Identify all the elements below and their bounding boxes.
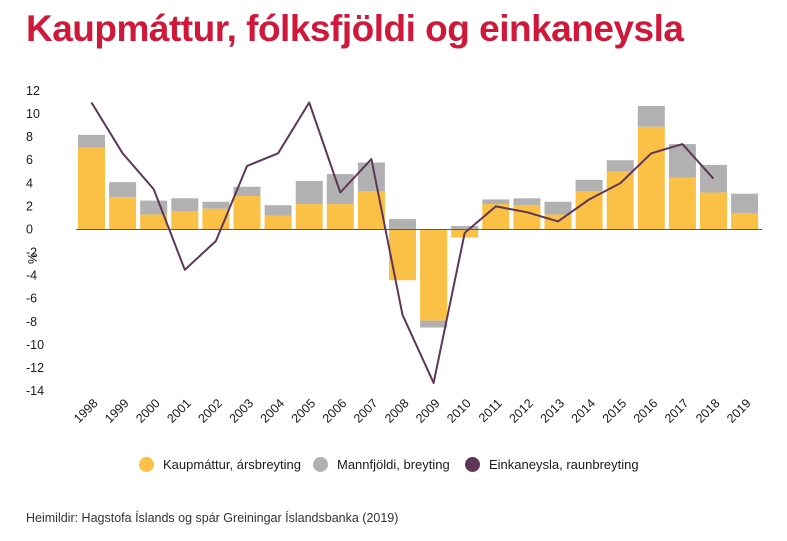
bar-kaupmattur-2015 [606,171,634,230]
bar-kaupmattur-2000 [140,214,168,230]
bar-kaupmattur-2001 [171,211,199,230]
y-tick-label: -12 [26,361,44,375]
legend-item-mannfjoldi: Mannfjöldi, breyting [313,457,450,472]
x-tick-label: 2013 [538,396,568,426]
x-tick-label: 2012 [506,396,536,426]
bar-kaupmattur-2009 [420,229,448,321]
bar-kaupmattur-2005 [295,204,323,230]
bar-mannfjoldi-2012 [513,198,541,206]
x-tick-label: 2001 [164,396,194,426]
bar-mannfjoldi-2010 [451,226,479,230]
bars-layer [78,106,759,328]
x-tick-label: 2000 [133,396,163,426]
legend-swatch-kaupmattur-icon [139,457,154,472]
y-axis-label: % [26,253,40,264]
bar-mannfjoldi-2019 [731,193,759,214]
x-tick-label: 2002 [195,396,225,426]
legend-item-kaupmattur: Kaupmáttur, ársbreyting [139,457,301,472]
bar-mannfjoldi-2013 [544,201,572,215]
bar-mannfjoldi-2014 [575,179,603,192]
y-tick-label: -6 [26,292,37,306]
bar-mannfjoldi-2017 [668,144,696,178]
einkaneysla-line [90,101,715,384]
legend-label-kaupmattur: Kaupmáttur, ársbreyting [163,457,302,472]
x-tick-label: 2005 [289,396,319,426]
x-tick-label: 2009 [413,396,443,426]
x-tick-label: 2003 [227,396,257,426]
legend-label-mannfjoldi: Mannfjöldi, breyting [337,457,450,472]
x-tick-label: 2016 [631,396,661,426]
bar-mannfjoldi-2005 [295,181,323,205]
y-tick-label: 12 [26,84,40,98]
bar-mannfjoldi-2006 [326,174,354,205]
x-tick-label: 2014 [569,396,599,426]
y-tick-label: 0 [26,222,33,236]
bar-kaupmattur-2016 [637,126,665,230]
y-tick-label: 6 [26,153,33,167]
x-axis-ticks: 1998 1999 2000 2001 2002 2003 2004 2005 2006 2007… [71,396,754,426]
legend-swatch-einkaneysla-icon [465,457,480,472]
x-tick-label: 2007 [351,396,381,426]
bar-mannfjoldi-1998 [78,134,105,148]
legend: Kaupmáttur, ársbreyting Mannfjöldi, brey… [0,457,787,479]
bar-kaupmattur-2012 [513,205,541,230]
bar-kaupmattur-1998 [78,147,105,230]
bar-mannfjoldi-2004 [264,205,292,216]
y-tick-label: 10 [26,107,40,121]
bar-kaupmattur-2007 [357,191,385,230]
bar-mannfjoldi-2011 [482,199,510,205]
y-tick-label: -2 [26,246,37,260]
x-tick-label: 2004 [258,396,288,426]
chart-title: Kaupmáttur, fólksfjöldi og einkaneysla [26,8,684,49]
y-tick-label: -4 [26,269,37,283]
y-tick-label: -14 [26,384,44,398]
x-tick-label: 1998 [71,396,101,426]
bar-mannfjoldi-1999 [109,182,137,198]
legend-item-einkaneysla: Einkaneysla, raunbreyting [465,457,639,472]
bar-kaupmattur-2008 [389,229,416,281]
y-tick-label: -8 [26,315,37,329]
x-tick-label: 2008 [382,396,412,426]
y-tick-label: -10 [26,338,44,352]
x-tick-label: 2017 [662,396,692,426]
bar-kaupmattur-2018 [700,192,727,230]
bar-mannfjoldi-2008 [389,219,416,230]
x-tick-label: 2006 [320,396,350,426]
bar-mannfjoldi-2001 [171,198,199,211]
bar-kaupmattur-2003 [233,196,261,230]
bar-mannfjoldi-2009 [420,320,448,328]
x-tick-label: 2019 [724,396,754,426]
bar-kaupmattur-1999 [109,197,137,230]
y-tick-label: 8 [26,130,33,144]
bar-kaupmattur-2019 [731,213,759,230]
legend-swatch-mannfjoldi-icon [313,457,328,472]
bar-mannfjoldi-2007 [357,162,385,192]
y-axis-ticks: 12 10 8 6 4 2 0 -2 -4 -6 -8 -10 -12 -14 [26,84,44,398]
bar-kaupmattur-2014 [575,191,603,230]
bar-mannfjoldi-2002 [202,201,230,209]
y-tick-label: 2 [26,199,33,213]
x-tick-label: 2010 [444,396,474,426]
bar-mannfjoldi-2015 [606,160,634,172]
source-note: Heimildir: Hagstofa Íslands og spár Grei… [26,511,399,525]
x-tick-label: 1999 [102,396,132,426]
x-tick-label: 2015 [600,396,630,426]
x-tick-label: 2018 [693,396,723,426]
bar-kaupmattur-2004 [264,215,292,230]
bar-kaupmattur-2017 [668,177,696,230]
x-tick-label: 2011 [476,396,505,425]
bar-mannfjoldi-2003 [233,186,261,196]
y-tick-label: 4 [26,176,33,190]
bar-mannfjoldi-2016 [637,106,665,127]
bar-kaupmattur-2006 [326,204,354,230]
legend-label-einkaneysla: Einkaneysla, raunbreyting [489,457,639,472]
